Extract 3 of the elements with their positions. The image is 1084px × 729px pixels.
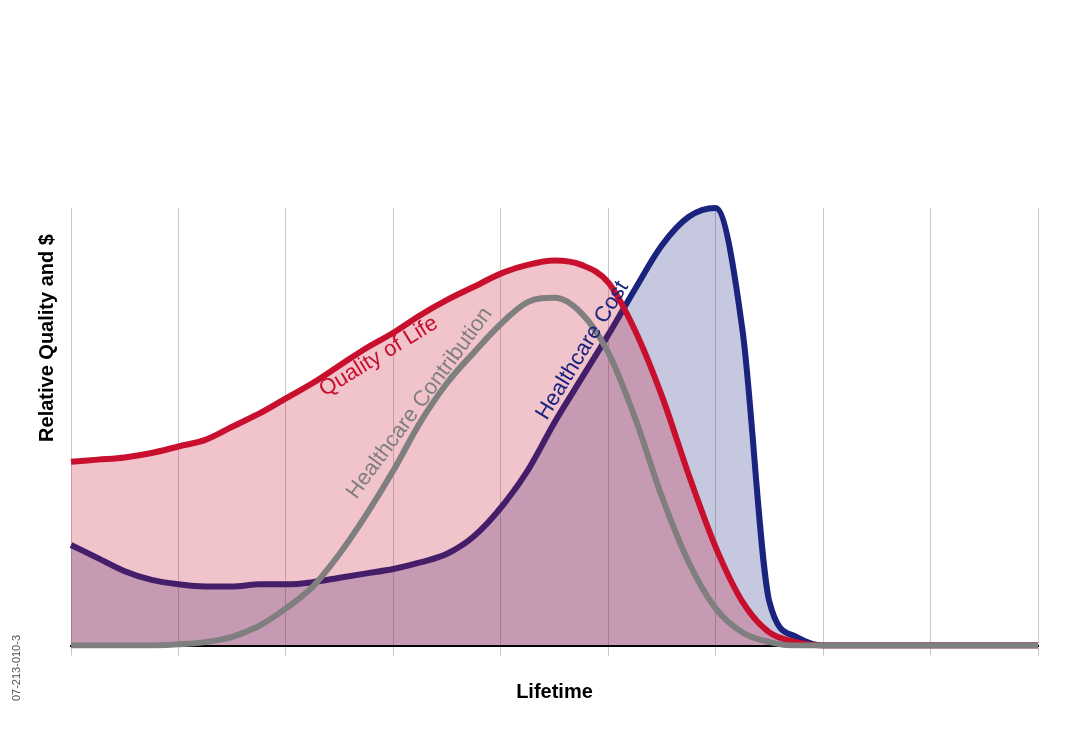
text: 07-213-010-3: [10, 634, 22, 702]
y-axis-title: Relative Quality and $: [34, 234, 58, 442]
x-axis-title: Lifetime: [516, 679, 593, 702]
